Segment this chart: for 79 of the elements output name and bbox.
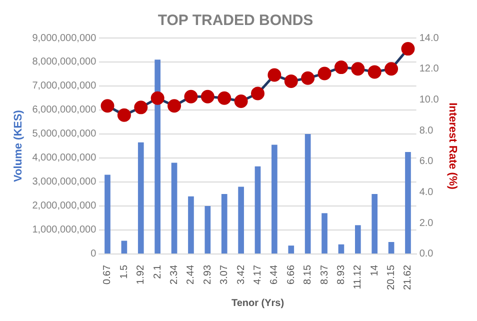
bar [238, 186, 244, 254]
x-tick-label: 6.44 [269, 264, 280, 284]
point [384, 62, 398, 76]
chart-title: TOP TRADED BONDS [158, 12, 314, 30]
bar [154, 60, 160, 254]
y-tick-label: 3,000,000,000 [32, 176, 97, 188]
bar [121, 240, 128, 254]
bar [405, 152, 411, 254]
x-tick-label: 3.07 [219, 264, 230, 284]
y2-tick-label: 0.0 [419, 248, 434, 260]
point [218, 91, 232, 105]
x-tick-label: 21.62 [402, 264, 414, 290]
y2-tick-label: 14.0 [419, 32, 440, 44]
bar [104, 174, 110, 254]
point [318, 66, 332, 80]
point [100, 99, 114, 113]
point [184, 90, 198, 104]
y-tick-label: 9,000,000,000 [32, 32, 97, 44]
x-tick-label: 1.5 [118, 264, 130, 279]
point [301, 71, 315, 85]
point [268, 68, 282, 82]
x-tick-label: 2.93 [202, 264, 214, 284]
y2-tick-label: 2.0 [419, 218, 434, 229]
bar [372, 194, 378, 254]
y2-tick-label: 8.0 [419, 125, 434, 136]
point [134, 100, 148, 114]
y2-tick-label: 12.0 [419, 64, 440, 75]
bar [254, 166, 261, 254]
point [117, 108, 131, 122]
bar [188, 196, 194, 254]
point [334, 60, 348, 74]
bar [338, 244, 344, 254]
point [284, 74, 298, 88]
bar [272, 144, 278, 254]
x-tick-label: 8.93 [336, 264, 347, 284]
point [351, 62, 365, 76]
y-tick-label: 4,000,000,000 [32, 152, 97, 164]
bar [304, 134, 311, 254]
x-tick-label: 8.37 [319, 264, 330, 284]
x-tick-label: 20.15 [386, 264, 398, 290]
x-tick-label: 2.44 [186, 264, 197, 284]
y-tick-label: 8,000,000,000 [32, 56, 97, 68]
x-tick-label: 3.42 [236, 264, 247, 284]
y-tick-label: 5,000,000,000 [32, 128, 97, 140]
y-tick-label: 6,000,000,000 [32, 104, 97, 116]
y2-tick-label: 4.0 [419, 187, 434, 198]
bar [138, 142, 144, 254]
y2-axis-title: Interest Rate (%) [446, 102, 458, 190]
bar [204, 206, 211, 254]
y-tick-label: 1,000,000,000 [32, 224, 97, 236]
bar [171, 162, 178, 254]
x-tick-label: 6.66 [286, 264, 297, 284]
bar [322, 213, 328, 254]
y2-tick-label: 6.0 [419, 156, 434, 168]
x-tick-label: 14 [369, 264, 380, 276]
y-tick-label: 0 [90, 248, 97, 260]
point [401, 42, 415, 56]
point [150, 91, 164, 105]
x-axis-title: Tenor (Yrs) [231, 298, 284, 309]
point [234, 94, 248, 108]
bar [388, 242, 394, 254]
x-tick-label: 0.67 [102, 264, 114, 284]
x-tick-label: 2.1 [152, 264, 164, 279]
x-tick-label: 11.12 [352, 264, 364, 290]
y-tick-label: 2,000,000,000 [32, 200, 97, 212]
y2-tick-label: 10.0 [419, 94, 440, 106]
point [250, 86, 264, 100]
x-tick-label: 8.15 [302, 264, 314, 284]
y-axis-title: Volume (KES) [12, 110, 25, 182]
point [368, 65, 382, 79]
y-tick-label: 7,000,000,000 [32, 80, 97, 92]
point [200, 90, 214, 104]
x-tick-label: 2.34 [169, 264, 180, 284]
x-tick-label: 4.17 [252, 264, 264, 284]
point [168, 99, 182, 113]
bar [288, 246, 294, 254]
x-tick-label: 1.92 [136, 264, 147, 284]
bar [354, 225, 361, 254]
bar [221, 194, 228, 254]
